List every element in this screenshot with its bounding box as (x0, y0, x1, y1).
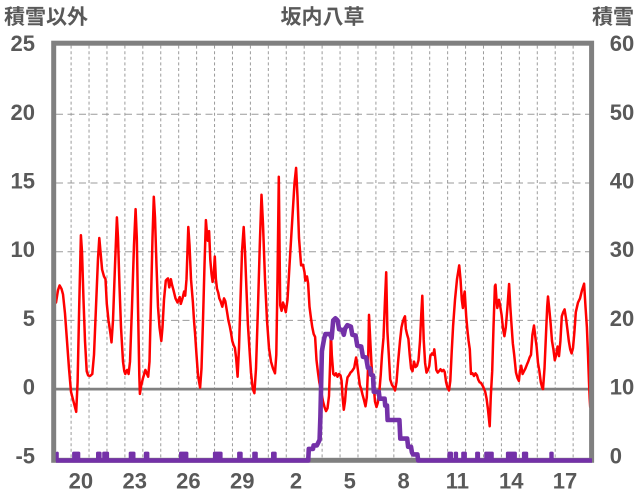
svg-text:14: 14 (499, 469, 524, 494)
svg-text:17: 17 (553, 469, 577, 494)
svg-text:10: 10 (11, 237, 35, 262)
svg-text:0: 0 (610, 443, 622, 468)
svg-text:25: 25 (11, 31, 35, 56)
svg-text:60: 60 (610, 31, 634, 56)
svg-text:30: 30 (610, 237, 634, 262)
svg-text:0: 0 (23, 375, 35, 400)
svg-text:20: 20 (11, 100, 35, 125)
svg-text:20: 20 (69, 469, 93, 494)
svg-text:5: 5 (23, 306, 35, 331)
svg-text:40: 40 (610, 169, 634, 194)
svg-text:50: 50 (610, 100, 634, 125)
svg-text:-5: -5 (15, 443, 35, 468)
svg-text:20: 20 (610, 306, 634, 331)
svg-text:11: 11 (446, 469, 469, 494)
svg-text:29: 29 (230, 469, 254, 494)
svg-text:15: 15 (11, 169, 35, 194)
svg-text:23: 23 (122, 469, 146, 494)
svg-text:5: 5 (344, 469, 356, 494)
svg-text:10: 10 (610, 375, 634, 400)
svg-text:2: 2 (290, 469, 302, 494)
svg-text:8: 8 (397, 469, 409, 494)
svg-text:26: 26 (176, 469, 200, 494)
